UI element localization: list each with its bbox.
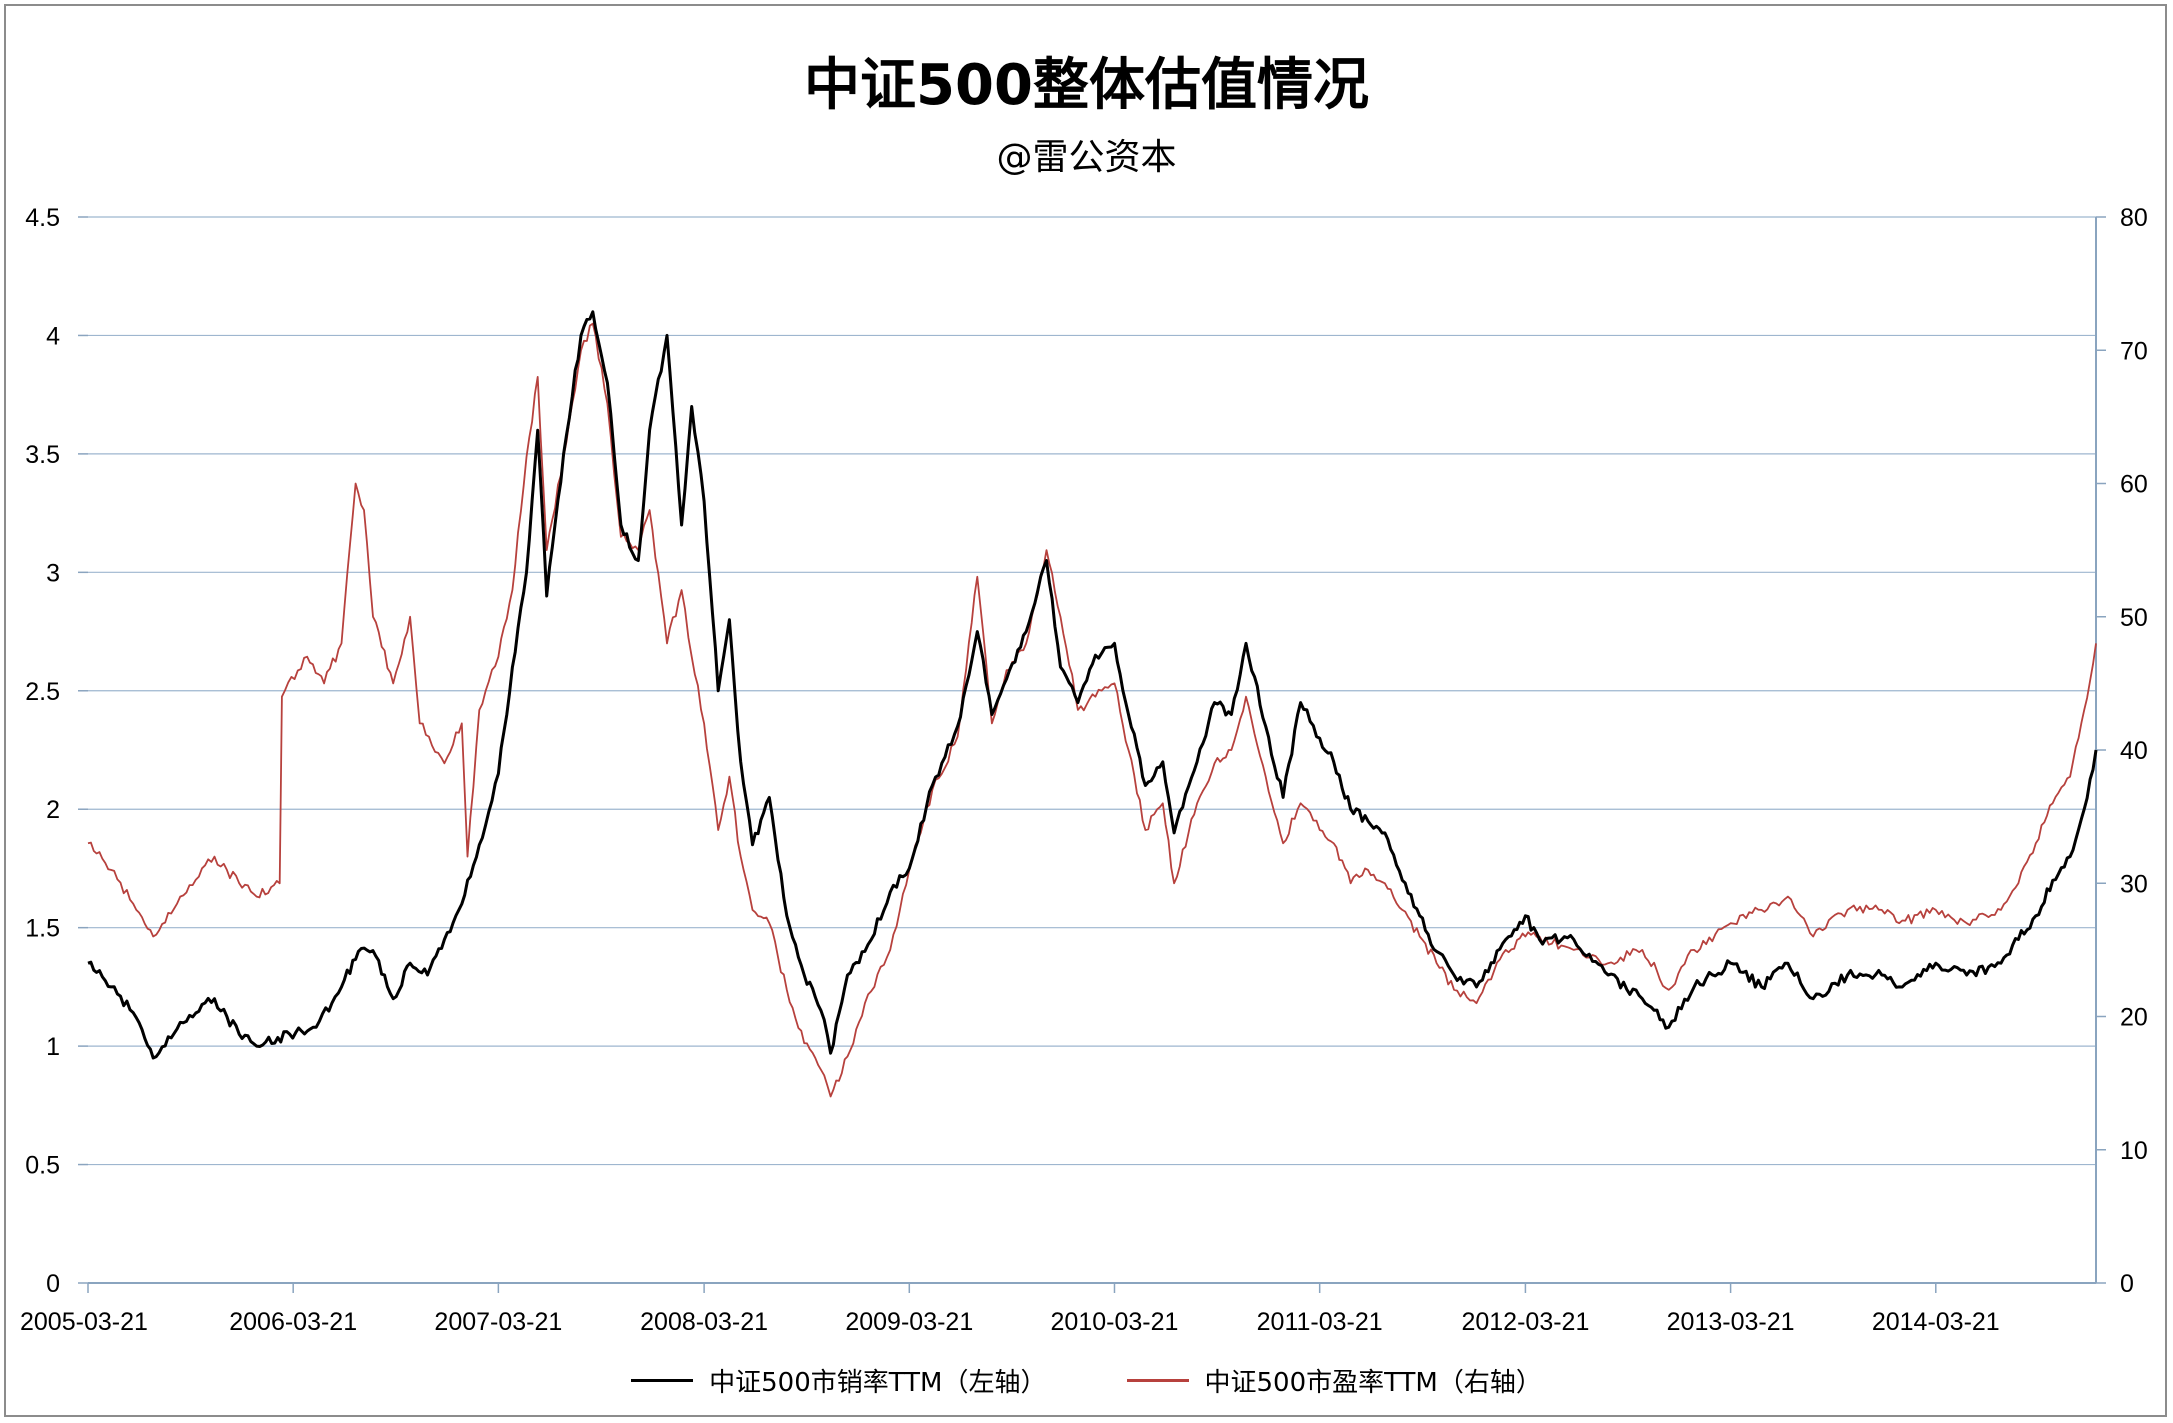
right-tick-label: 70 <box>2120 337 2148 365</box>
series-lines <box>87 310 2098 1098</box>
left-tick-label: 3 <box>46 559 60 587</box>
right-tick-label: 10 <box>2120 1137 2148 1165</box>
legend: 中证500市销率TTM（左轴） 中证500市盈率TTM（右轴） <box>0 1362 2173 1399</box>
legend-label-pe: 中证500市盈率TTM（右轴） <box>1204 1368 1542 1398</box>
x-tick-label: 2008-03-21 <box>640 1308 768 1336</box>
x-tick-label: 2006-03-21 <box>229 1308 357 1336</box>
left-tick-label: 3.5 <box>25 441 60 469</box>
x-tick-label: 2007-03-21 <box>434 1308 562 1336</box>
right-tick-label: 20 <box>2120 1004 2148 1032</box>
legend-swatch-pe <box>1126 1379 1189 1382</box>
left-tick-label: 0.5 <box>25 1152 60 1180</box>
chart-title: 中证500整体估值情况 <box>804 53 1369 118</box>
x-tick-label: 2013-03-21 <box>1667 1308 1795 1336</box>
chart-frame <box>4 4 2167 1417</box>
left-tick-label: 1 <box>46 1033 60 1061</box>
series-line-pe <box>87 322 2097 1098</box>
legend-swatch-ps <box>631 1379 694 1382</box>
left-tick-label: 2 <box>46 796 60 824</box>
right-tick-label: 50 <box>2120 604 2148 632</box>
right-tick-label: 0 <box>2120 1270 2134 1298</box>
x-tick-label: 2014-03-21 <box>1872 1308 2000 1336</box>
x-axis-ticks: 2005-03-21 2006-03-21 2007-03-21 2008-03-21… <box>20 1283 2000 1336</box>
right-tick-label: 40 <box>2120 737 2148 765</box>
x-tick-label: 2005-03-21 <box>20 1308 148 1336</box>
left-tick-label: 4.5 <box>25 204 60 232</box>
x-tick-label: 2011-03-21 <box>1257 1308 1383 1336</box>
right-tick-label: 80 <box>2120 204 2148 232</box>
series-line-ps <box>87 310 2098 1060</box>
x-tick-label: 2009-03-21 <box>845 1308 973 1336</box>
gridlines <box>88 216 2096 1166</box>
right-tick-label: 60 <box>2120 471 2148 499</box>
right-axis-ticks: 0 10 20 30 40 50 60 70 80 <box>2096 204 2148 1298</box>
chart-subtitle: @雷公资本 <box>996 137 1177 178</box>
right-tick-label: 30 <box>2120 870 2148 898</box>
left-tick-label: 1.5 <box>25 915 60 943</box>
x-tick-label: 2010-03-21 <box>1051 1308 1179 1336</box>
left-tick-label: 4 <box>46 322 60 350</box>
axes <box>88 217 2097 1284</box>
legend-item-pe: 中证500市盈率TTM（右轴） <box>1126 1362 1542 1399</box>
legend-item-ps: 中证500市销率TTM（左轴） <box>631 1362 1047 1399</box>
left-tick-label: 0 <box>46 1270 60 1298</box>
left-axis-ticks: 0 0.5 1 1.5 2 2.5 3 3.5 4 4.5 <box>25 204 88 1298</box>
legend-label-ps: 中证500市销率TTM（左轴） <box>709 1368 1047 1398</box>
left-tick-label: 2.5 <box>25 678 60 706</box>
x-tick-label: 2012-03-21 <box>1461 1308 1589 1336</box>
